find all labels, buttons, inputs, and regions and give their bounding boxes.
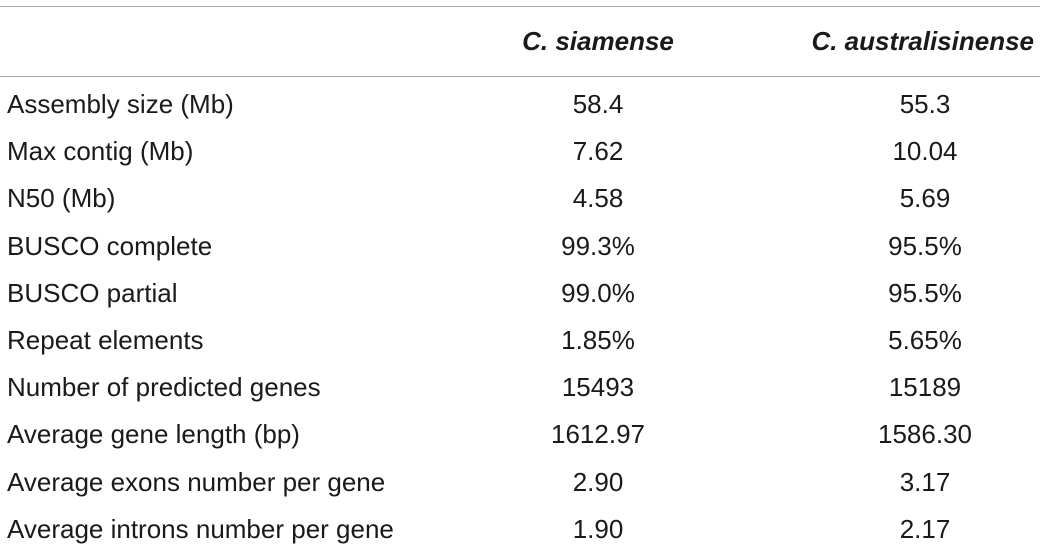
c-siamense-value: 7.62 bbox=[572, 136, 624, 167]
row-label: Average exons number per gene bbox=[7, 466, 386, 497]
c-siamense-value: 2.90 bbox=[572, 466, 624, 497]
c-australisinense-value: 5.69 bbox=[899, 183, 951, 214]
c-siamense-value: 4.58 bbox=[572, 183, 624, 214]
header-c-siamense: C. siamense bbox=[470, 6, 720, 77]
header-empty-cell bbox=[0, 6, 470, 77]
c-australisinense-value: 15189 bbox=[888, 372, 962, 403]
row-label: Number of predicted genes bbox=[7, 372, 321, 403]
table-row: Average exons number per gene 2.90 3.17 bbox=[0, 459, 1040, 506]
table-row: Average gene length (bp) 1612.97 1586.30 bbox=[0, 411, 1040, 458]
c-australisinense-value: 2.17 bbox=[899, 513, 951, 544]
table-row: Max contig (Mb) 7.62 10.04 bbox=[0, 128, 1040, 175]
table-row: BUSCO complete 99.3% 95.5% bbox=[0, 223, 1040, 270]
top-rule bbox=[0, 0, 1040, 7]
row-label: Assembly size (Mb) bbox=[7, 89, 234, 120]
c-siamense-value: 99.0% bbox=[561, 277, 635, 308]
row-label: BUSCO complete bbox=[7, 230, 213, 261]
table-row: N50 (Mb) 4.58 5.69 bbox=[0, 175, 1040, 222]
table-row: Repeat elements 1.85% 5.65% bbox=[0, 317, 1040, 364]
c-australisinense-value: 95.5% bbox=[888, 230, 962, 261]
table-row: Average introns number per gene 1.90 2.1… bbox=[0, 506, 1040, 553]
table-row: Number of predicted genes 15493 15189 bbox=[0, 364, 1040, 411]
c-siamense-value: 1.90 bbox=[572, 513, 624, 544]
c-siamense-value: 99.3% bbox=[561, 230, 635, 261]
c-siamense-value: 58.4 bbox=[572, 89, 624, 120]
c-australisinense-value: 95.5% bbox=[888, 277, 962, 308]
header-row: C. siamense C. australisinense bbox=[0, 6, 1040, 77]
table-row: BUSCO partial 99.0% 95.5% bbox=[0, 270, 1040, 317]
row-label: BUSCO partial bbox=[7, 277, 178, 308]
c-australisinense-value: 55.3 bbox=[899, 89, 951, 120]
row-label: Average introns number per gene bbox=[7, 513, 394, 544]
table-row: Assembly size (Mb) 58.4 55.3 bbox=[0, 77, 1040, 129]
row-label: Average gene length (bp) bbox=[7, 419, 300, 450]
row-label: Max contig (Mb) bbox=[7, 136, 194, 167]
c-siamense-value: 1.85% bbox=[561, 325, 635, 356]
c-australisinense-value: 3.17 bbox=[899, 466, 951, 497]
table-header: C. siamense C. australisinense bbox=[0, 0, 1040, 77]
c-siamense-value: 15493 bbox=[561, 372, 635, 403]
header-c-australisinense: C. australisinense bbox=[720, 6, 1040, 77]
c-australisinense-value: 1586.30 bbox=[878, 419, 972, 450]
c-australisinense-value: 10.04 bbox=[892, 136, 958, 167]
c-australisinense-value: 5.65% bbox=[888, 325, 962, 356]
row-label: Repeat elements bbox=[7, 325, 204, 356]
c-siamense-value: 1612.97 bbox=[551, 419, 645, 450]
table-body: Assembly size (Mb) 58.4 55.3 Max contig … bbox=[0, 77, 1040, 553]
row-label: N50 (Mb) bbox=[7, 183, 116, 214]
